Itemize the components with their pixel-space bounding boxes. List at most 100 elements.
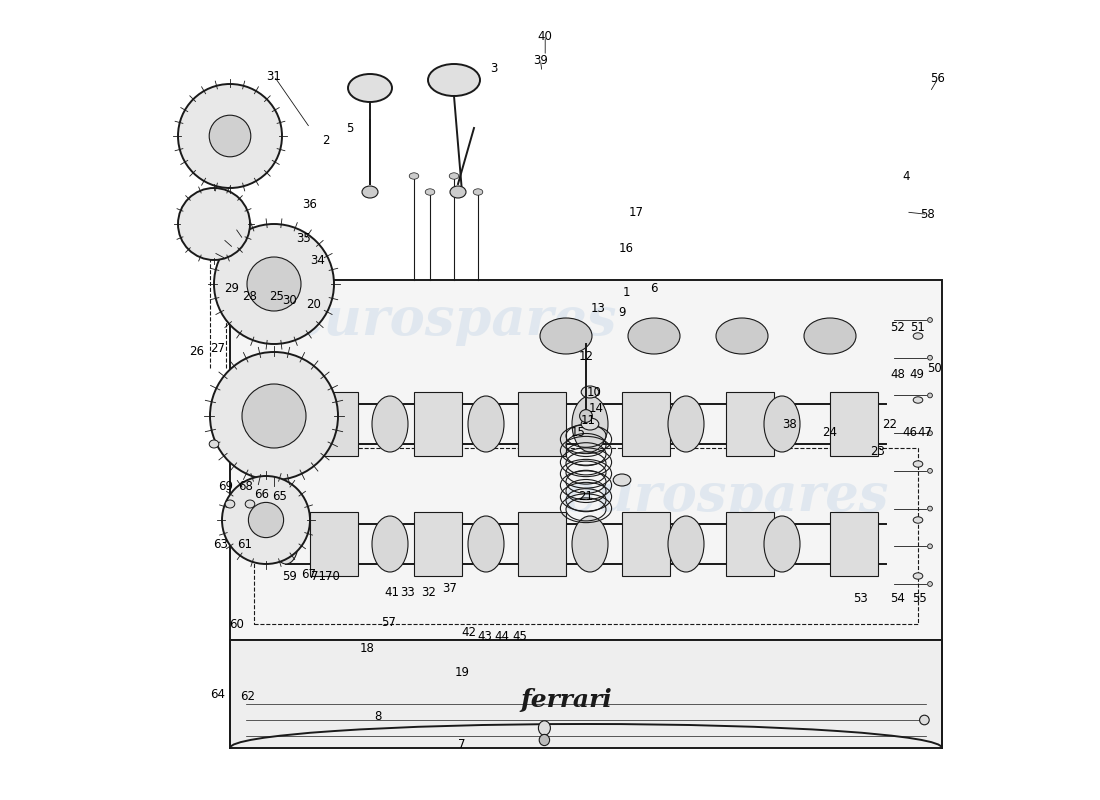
Text: 64: 64 xyxy=(210,688,225,701)
Text: 17: 17 xyxy=(629,206,644,218)
Ellipse shape xyxy=(580,410,593,422)
Text: 22: 22 xyxy=(882,418,898,430)
Ellipse shape xyxy=(927,355,933,360)
Ellipse shape xyxy=(372,396,408,452)
Text: 10: 10 xyxy=(586,386,602,398)
Text: 52: 52 xyxy=(891,322,905,334)
Text: 6: 6 xyxy=(650,282,658,294)
Text: 43: 43 xyxy=(477,630,492,642)
Circle shape xyxy=(209,115,251,157)
Ellipse shape xyxy=(927,430,933,435)
Ellipse shape xyxy=(927,582,933,586)
Text: 55: 55 xyxy=(912,592,927,605)
Text: 4: 4 xyxy=(902,170,910,182)
Text: 11: 11 xyxy=(581,414,596,426)
Ellipse shape xyxy=(581,386,598,398)
Ellipse shape xyxy=(245,500,255,508)
Text: 38: 38 xyxy=(782,418,797,430)
Text: 19: 19 xyxy=(454,666,470,678)
Ellipse shape xyxy=(449,173,459,179)
Text: 14: 14 xyxy=(588,402,604,414)
Ellipse shape xyxy=(572,396,608,452)
Bar xyxy=(414,512,462,576)
Text: 60: 60 xyxy=(229,618,244,630)
Text: 53: 53 xyxy=(852,592,868,605)
Circle shape xyxy=(178,84,282,188)
Text: 58: 58 xyxy=(921,208,935,221)
Text: 54: 54 xyxy=(891,592,905,605)
Text: 68: 68 xyxy=(239,480,253,493)
Text: 1: 1 xyxy=(623,286,629,298)
Ellipse shape xyxy=(538,721,550,735)
Text: 20: 20 xyxy=(307,298,321,310)
Ellipse shape xyxy=(428,64,480,96)
Ellipse shape xyxy=(913,461,923,467)
Text: eurospares: eurospares xyxy=(290,294,617,346)
Ellipse shape xyxy=(226,500,234,508)
Ellipse shape xyxy=(913,397,923,403)
Ellipse shape xyxy=(927,469,933,474)
Bar xyxy=(310,392,358,456)
Ellipse shape xyxy=(348,74,392,102)
Text: 71: 71 xyxy=(310,570,326,582)
Text: eurospares: eurospares xyxy=(563,470,889,522)
Text: 34: 34 xyxy=(310,254,326,266)
Ellipse shape xyxy=(540,318,592,354)
Text: 18: 18 xyxy=(360,642,375,654)
Circle shape xyxy=(210,352,338,480)
Ellipse shape xyxy=(913,333,923,339)
Text: 44: 44 xyxy=(495,630,509,642)
Ellipse shape xyxy=(913,517,923,523)
Text: 36: 36 xyxy=(302,198,318,210)
Ellipse shape xyxy=(572,516,608,572)
Ellipse shape xyxy=(274,524,298,564)
Ellipse shape xyxy=(539,734,550,746)
Text: 45: 45 xyxy=(513,630,527,642)
Text: 42: 42 xyxy=(461,626,476,638)
Text: 27: 27 xyxy=(210,342,225,354)
Bar xyxy=(310,512,358,576)
Text: 13: 13 xyxy=(591,302,605,314)
Text: 16: 16 xyxy=(618,242,634,254)
Bar xyxy=(830,392,878,456)
Ellipse shape xyxy=(581,418,598,430)
Text: 51: 51 xyxy=(911,322,925,334)
Ellipse shape xyxy=(764,396,800,452)
Text: 50: 50 xyxy=(926,362,942,374)
Text: 33: 33 xyxy=(400,586,415,598)
Polygon shape xyxy=(230,640,942,748)
Text: 2: 2 xyxy=(322,134,330,146)
Text: 8: 8 xyxy=(374,710,382,722)
Text: 26: 26 xyxy=(189,346,204,358)
Text: ferrari: ferrari xyxy=(520,688,612,712)
Text: 24: 24 xyxy=(823,426,837,438)
Ellipse shape xyxy=(209,440,219,448)
Ellipse shape xyxy=(927,506,933,511)
Text: 37: 37 xyxy=(442,582,458,594)
Ellipse shape xyxy=(274,404,298,444)
Text: 25: 25 xyxy=(270,290,284,302)
Bar xyxy=(726,392,774,456)
Ellipse shape xyxy=(927,318,933,322)
Bar xyxy=(414,392,462,456)
Circle shape xyxy=(248,257,301,311)
Text: 12: 12 xyxy=(579,350,594,362)
Text: 21: 21 xyxy=(579,490,594,502)
Ellipse shape xyxy=(409,173,419,179)
Circle shape xyxy=(249,502,284,538)
Bar xyxy=(518,392,567,456)
Bar xyxy=(621,512,670,576)
Ellipse shape xyxy=(668,516,704,572)
Circle shape xyxy=(242,384,306,448)
Ellipse shape xyxy=(764,516,800,572)
Bar xyxy=(726,512,774,576)
Text: 28: 28 xyxy=(243,290,257,302)
Ellipse shape xyxy=(468,516,504,572)
Text: 59: 59 xyxy=(283,570,297,582)
Text: 65: 65 xyxy=(272,490,287,502)
Text: 23: 23 xyxy=(870,446,886,458)
Bar xyxy=(518,512,567,576)
Text: 56: 56 xyxy=(931,72,945,85)
Text: 62: 62 xyxy=(240,690,255,702)
Text: 48: 48 xyxy=(891,368,905,381)
